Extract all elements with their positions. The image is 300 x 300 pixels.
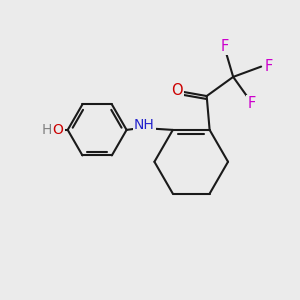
Text: F: F: [247, 97, 256, 112]
Text: NH: NH: [134, 118, 154, 132]
Text: O: O: [52, 124, 63, 137]
Text: F: F: [264, 59, 273, 74]
Text: H: H: [41, 124, 52, 137]
Text: F: F: [220, 39, 229, 54]
Text: O: O: [171, 83, 183, 98]
